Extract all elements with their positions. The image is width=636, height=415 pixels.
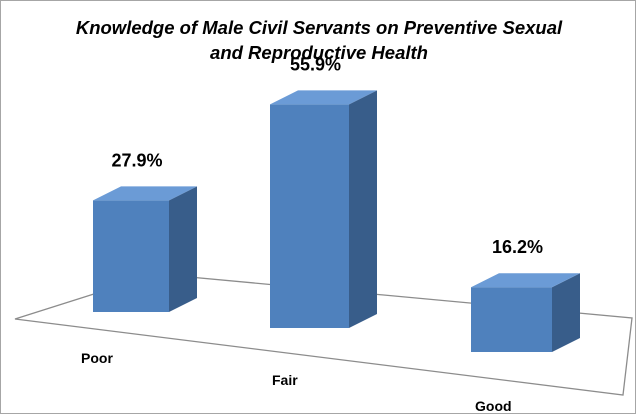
- bar-front-poor: [93, 200, 169, 312]
- data-label-good: 16.2%: [492, 237, 543, 257]
- category-label-poor: Poor: [81, 350, 113, 366]
- bar-top-fair: [270, 90, 377, 105]
- category-label-good: Good: [475, 398, 512, 414]
- data-label-fair: 55.9%: [290, 54, 341, 74]
- bar-top-good: [471, 273, 580, 288]
- chart-title-line-1: Knowledge of Male Civil Servants on Prev…: [75, 17, 563, 38]
- bars-group: 27.9% Poor 55.9% Fair 16.2% Good: [81, 54, 580, 414]
- chart-title: Knowledge of Male Civil Servants on Prev…: [1, 15, 636, 65]
- bar-front-fair: [270, 104, 349, 329]
- chart-title-line-2: and Reproductive Health: [210, 42, 428, 63]
- bar-front-good: [471, 287, 552, 352]
- category-label-fair: Fair: [272, 372, 298, 388]
- bar-side-fair: [349, 90, 377, 329]
- bar-side-good: [552, 273, 580, 352]
- bar-top-poor: [93, 186, 197, 201]
- data-label-poor: 27.9%: [111, 150, 162, 170]
- bar-side-poor: [169, 186, 197, 312]
